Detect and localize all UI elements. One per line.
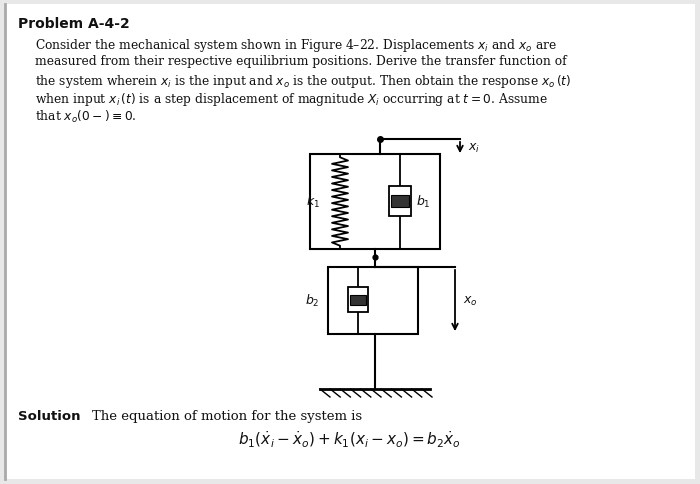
Bar [310, 155, 440, 249]
Text: $x_o$: $x_o$ [463, 294, 477, 307]
Text: measured from their respective equilibrium positions. Derive the transfer functi: measured from their respective equilibri… [35, 55, 566, 68]
Text: $b_1(\dot{x}_i - \dot{x}_o) + k_1(x_i - x_o) = b_2\dot{x}_o$: $b_1(\dot{x}_i - \dot{x}_o) + k_1(x_i - … [239, 429, 461, 450]
Text: $b_1$: $b_1$ [416, 194, 430, 210]
Text: that $x_o(0-) \equiv 0$.: that $x_o(0-) \equiv 0$. [35, 109, 136, 125]
Text: when input $x_i\,(t)$ is a step displacement of magnitude $X_i$ occurring at $t : when input $x_i\,(t)$ is a step displace… [35, 91, 548, 108]
Bar [328, 268, 418, 334]
Text: $k_1$: $k_1$ [306, 194, 320, 210]
Text: Consider the mechanical system shown in Figure 4–22. Displacements $x_i$ and $x_: Consider the mechanical system shown in … [35, 37, 557, 54]
Text: The equation of motion for the system is: The equation of motion for the system is [92, 409, 362, 422]
Text: $x_i$: $x_i$ [468, 141, 480, 154]
Text: the system wherein $x_i$ is the input and $x_o$ is the output. Then obtain the r: the system wherein $x_i$ is the input an… [35, 73, 571, 90]
Bar [348, 287, 368, 312]
Text: Solution: Solution [18, 409, 80, 422]
Text: $b_2$: $b_2$ [305, 292, 320, 308]
Text: Problem A-4-2: Problem A-4-2 [18, 17, 130, 31]
Bar [389, 187, 411, 216]
Bar [391, 196, 409, 208]
Bar [350, 295, 366, 305]
